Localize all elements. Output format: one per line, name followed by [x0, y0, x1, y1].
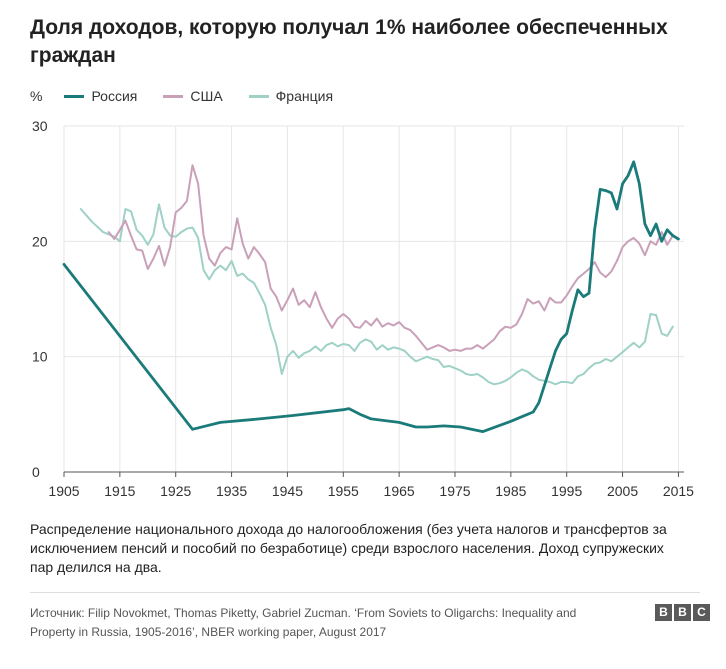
series-line-usa [107, 164, 680, 352]
x-tick-label: 1955 [328, 483, 359, 499]
x-tick-label: 1945 [272, 483, 303, 499]
line-chart: 0 10 20 30 1905 1915 1925 1935 1945 1955 1965 1975 1… [32, 118, 694, 499]
legend-label-usa: США [190, 88, 223, 104]
bbc-logo-letter: B [655, 604, 672, 621]
legend-item-france: Франция [248, 88, 334, 104]
y-tick-label: 20 [32, 233, 48, 249]
y-tick-label: 30 [32, 118, 48, 134]
bbc-logo-letter: C [693, 604, 710, 621]
bbc-logo-letter: B [674, 604, 691, 621]
legend-swatch-russia [64, 94, 85, 98]
y-tick-label: 0 [32, 464, 40, 480]
footer-divider [30, 592, 700, 593]
series-line-russia [62, 160, 680, 433]
chart-description: Распределение национального дохода до на… [30, 521, 667, 575]
x-tick-label: 1935 [216, 483, 247, 499]
x-tick-label: 1995 [551, 483, 582, 499]
series-line-france [79, 203, 674, 386]
legend-item-russia: Россия [64, 88, 137, 104]
x-tick-label: 1965 [384, 483, 415, 499]
legend-swatch-usa [163, 94, 184, 98]
y-tick-label: 10 [32, 349, 48, 365]
x-tick-label: 1915 [104, 483, 135, 499]
legend-swatch-france [248, 94, 269, 98]
x-tick-label: 1975 [439, 483, 470, 499]
chart-legend: % Россия США Франция [30, 86, 359, 106]
legend-label-france: Франция [275, 88, 334, 104]
legend-label-russia: Россия [91, 88, 138, 104]
source-note: Источник: Filip Novokmet, Thomas Piketty… [30, 606, 577, 639]
chart-title: Доля доходов, которую получал 1% наиболе… [30, 16, 668, 67]
x-tick-label: 1985 [495, 483, 526, 499]
x-tick-label: 1905 [48, 483, 79, 499]
legend-item-usa: США [163, 88, 223, 104]
bbc-logo: B B C [655, 604, 710, 621]
x-tick-label: 1925 [160, 483, 191, 499]
x-tick-label: 2015 [663, 483, 694, 499]
x-tick-label: 2005 [607, 483, 638, 499]
y-unit-label: % [30, 88, 43, 104]
